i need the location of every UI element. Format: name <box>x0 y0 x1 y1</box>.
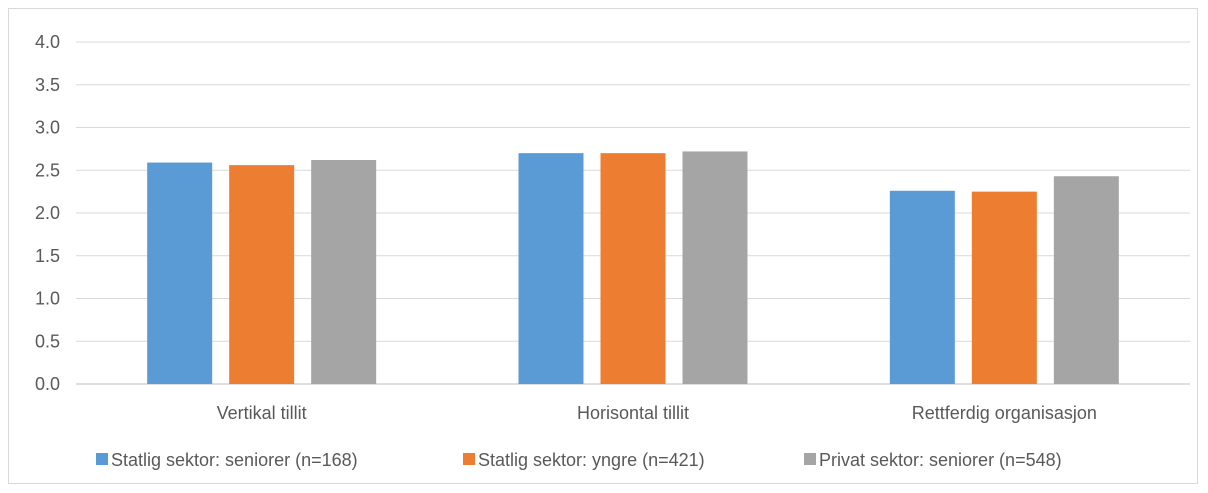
x-category-label: Rettferdig organisasjon <box>912 403 1097 423</box>
bar <box>600 153 666 384</box>
bar <box>518 153 584 384</box>
legend: Statlig sektor: seniorer (n=168) Statlig … <box>96 450 1062 470</box>
y-tick-label: 1.0 <box>35 289 60 309</box>
y-tick-label: 4.0 <box>35 32 60 52</box>
y-tick-label: 2.5 <box>35 160 60 180</box>
bar <box>971 191 1037 384</box>
bar <box>1053 176 1119 384</box>
bar <box>889 190 955 384</box>
y-tick-label: 2.0 <box>35 203 60 223</box>
legend-swatch <box>96 453 108 465</box>
legend-label: Privat sektor: seniorer (n=548) <box>819 450 1062 470</box>
legend-label: Statlig sektor: seniorer (n=168) <box>111 450 358 470</box>
legend-label: Statlig sektor: yngre (n=421) <box>478 450 705 470</box>
y-tick-label: 1.5 <box>35 246 60 266</box>
x-category-label: Vertikal tillit <box>217 403 307 423</box>
y-tick-label: 0.5 <box>35 331 60 351</box>
bars <box>147 151 1119 384</box>
x-category-label: Horisontal tillit <box>577 403 689 423</box>
bar <box>147 162 213 384</box>
bar <box>229 165 295 384</box>
y-tick-label: 0.0 <box>35 374 60 394</box>
y-tick-label: 3.0 <box>35 118 60 138</box>
bar <box>311 159 377 384</box>
legend-swatch <box>804 453 816 465</box>
x-axis-categories: Vertikal tillit Horisontal tillit Rettferd… <box>217 403 1097 423</box>
bar <box>682 151 748 384</box>
y-axis-ticks: 0.0 0.5 1.0 1.5 2.0 2.5 3.0 3.5 4.0 <box>35 32 60 394</box>
y-tick-label: 3.5 <box>35 75 60 95</box>
legend-swatch <box>463 453 475 465</box>
